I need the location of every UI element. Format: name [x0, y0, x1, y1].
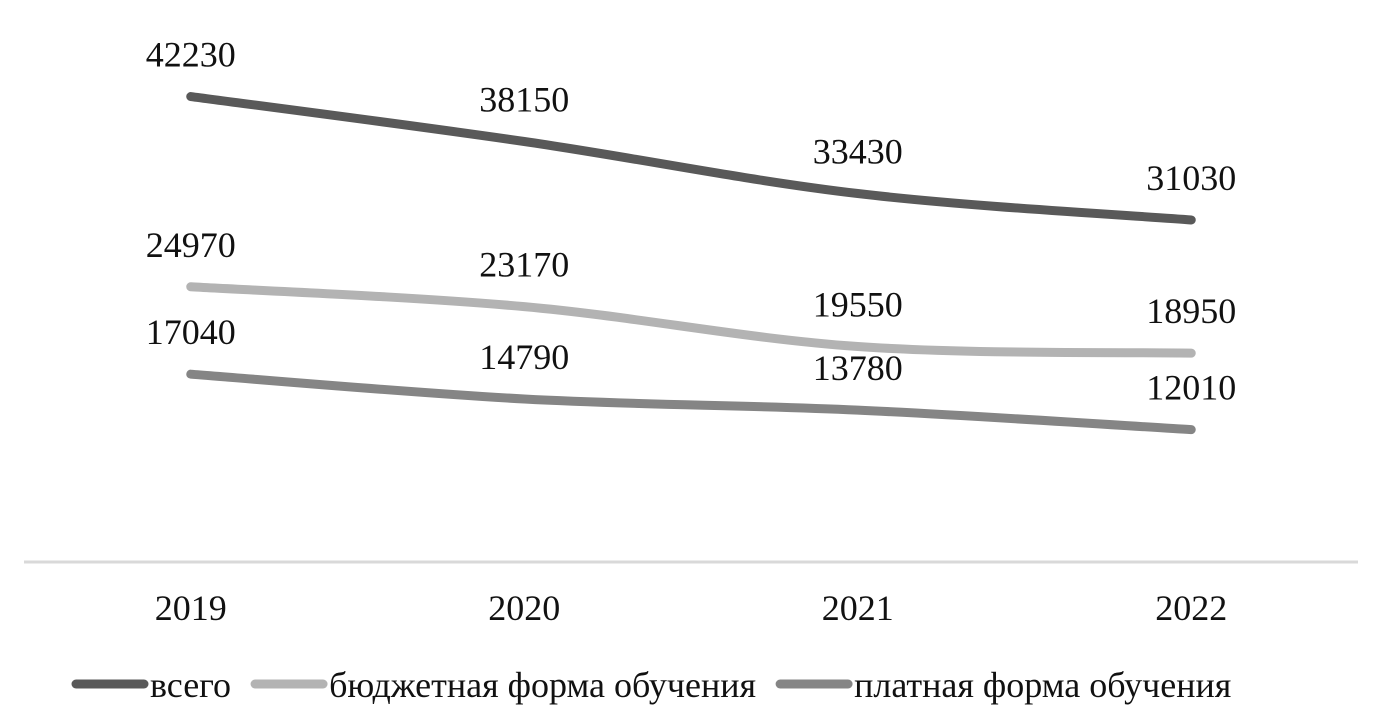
data-label: 13780	[813, 348, 903, 388]
data-label: 19550	[813, 285, 903, 325]
x-tick-label: 2022	[1155, 588, 1227, 628]
legend-label: бюджетная форма обучения	[329, 665, 756, 705]
x-tick-label: 2019	[155, 588, 227, 628]
data-label: 17040	[146, 312, 236, 352]
data-label: 12010	[1146, 368, 1236, 408]
data-label: 23170	[479, 245, 569, 285]
x-tick-label: 2021	[822, 588, 894, 628]
data-label: 31030	[1146, 158, 1236, 198]
data-label: 24970	[146, 225, 236, 265]
legend-label: всего	[150, 665, 231, 705]
legend-label: платная форма обучения	[854, 665, 1231, 705]
data-label: 33430	[813, 132, 903, 172]
series-line	[186, 92, 1196, 225]
data-label: 38150	[479, 80, 569, 120]
series-line	[186, 369, 1196, 435]
data-label: 18950	[1146, 291, 1236, 331]
x-tick-label: 2020	[488, 588, 560, 628]
data-label: 14790	[479, 337, 569, 377]
data-label: 42230	[146, 35, 236, 75]
series-line	[186, 282, 1196, 358]
